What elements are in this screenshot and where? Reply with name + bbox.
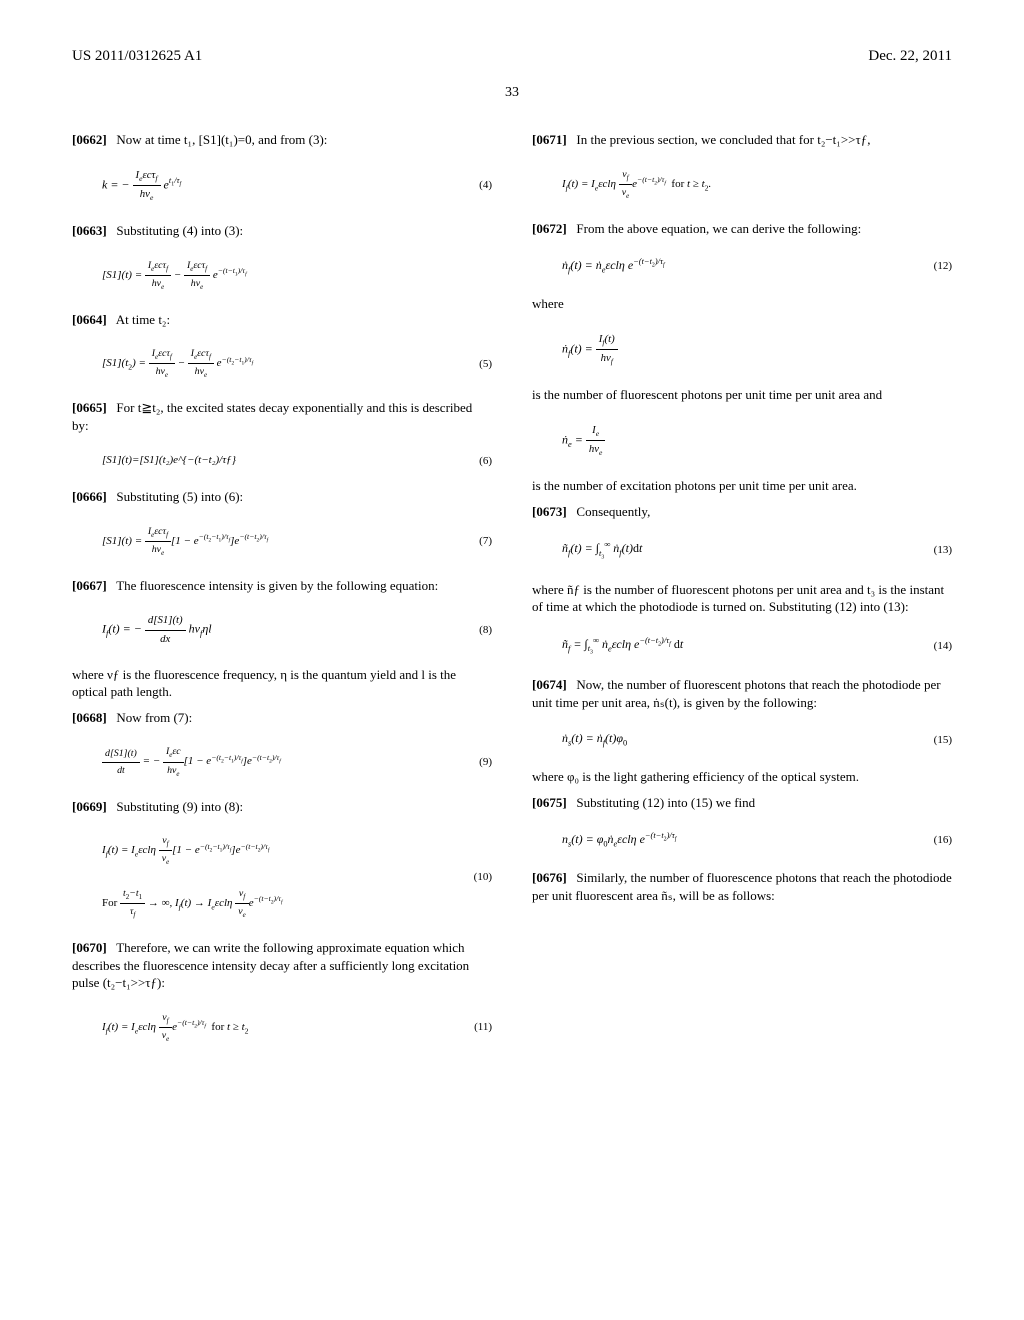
equation-16: ns(t) = φ0ṅeεclη e−(t−t2)/τf (16) — [562, 829, 952, 851]
equation-10: If(t) = Ieεclη νfνe[1 − e−(t2−t1)/τf]e−(… — [102, 833, 492, 921]
equation-after-4: [S1](t) = Ieεcτfhνe − Ieεcτfhνe e−(t−t1)… — [102, 258, 492, 293]
equation-7: [S1](t) = Ieεcτfhνe[1 − e−(t2−t1)/τf]e−(… — [102, 524, 492, 559]
para-0672: [0672] From the above equation, we can d… — [532, 220, 952, 238]
para-0663: [0663] Substituting (4) into (3): — [72, 222, 492, 240]
equation-0671: If(t) = Ieεclη νfνee−(t−t2)/τf for t ≥ t… — [562, 167, 952, 202]
equation-nf: ṅf(t) = If(t)hνf — [562, 331, 952, 369]
txt-ne: is the number of excitation photons per … — [532, 477, 952, 495]
para-0671: [0671] In the previous section, we concl… — [532, 131, 952, 149]
where-text: where — [532, 295, 952, 313]
para-0665: [0665] For t≧t₂, the excited states deca… — [72, 399, 492, 434]
para-0662: [0662] Now at time t₁, [S1](t₁)=0, and f… — [72, 131, 492, 149]
para-0667: [0667] The fluorescence intensity is giv… — [72, 577, 492, 595]
doc-id: US 2011/0312625 A1 — [72, 48, 202, 65]
txt-13: where ñƒ is the number of fluorescent ph… — [532, 581, 952, 616]
para-0675: [0675] Substituting (12) into (15) we fi… — [532, 794, 952, 812]
para-0670: [0670] Therefore, we can write the follo… — [72, 939, 492, 992]
para-0676: [0676] Similarly, the number of fluoresc… — [532, 869, 952, 904]
equation-12: ṅf(t) = ṅeεclη e−(t−t2)/τf (12) — [562, 255, 952, 277]
equation-ne: ṅe = Iehνe — [562, 422, 952, 460]
para-0667b: where νƒ is the fluorescence frequency, … — [72, 666, 492, 701]
equation-5: [S1](t2) = Ieεcτfhνe − Ieεcτfhνe e−(t2−t… — [102, 346, 492, 381]
txt-15: where φ₀ is the light gathering efficien… — [532, 768, 952, 786]
content-columns: [0662] Now at time t₁, [S1](t₁)=0, and f… — [72, 131, 952, 1063]
para-0674: [0674] Now, the number of fluorescent ph… — [532, 676, 952, 711]
page-header: US 2011/0312625 A1 Dec. 22, 2011 — [72, 48, 952, 65]
equation-6: [S1](t)=[S1](t₂)e^{−(t−t₂)/τƒ} (6) — [102, 452, 492, 470]
para-0673: [0673] Consequently, — [532, 503, 952, 521]
equation-4: k = − Ieεcτfhνe et1/τf (4) — [102, 167, 492, 205]
para-0669: [0669] Substituting (9) into (8): — [72, 798, 492, 816]
equation-11: If(t) = Ieεclη νfνee−(t−t2)/τf for t ≥ t… — [102, 1010, 492, 1045]
para-0668: [0668] Now from (7): — [72, 709, 492, 727]
para-0664: [0664] At time t₂: — [72, 311, 492, 329]
equation-15: ṅs(t) = ṅf(t)φ0 (15) — [562, 729, 952, 750]
left-column: [0662] Now at time t₁, [S1](t₁)=0, and f… — [72, 131, 492, 1063]
equation-8: If(t) = − d[S1](t)dx hνfηl (8) — [102, 612, 492, 648]
para-0666: [0666] Substituting (5) into (6): — [72, 488, 492, 506]
equation-13: ñf(t) = ∫t3∞ ṅf(t)dt (13) — [562, 538, 952, 562]
equation-9: d[S1](t)dt = − Ieεchνe[1 − e−(t2−t1)/τf]… — [102, 744, 492, 779]
doc-date: Dec. 22, 2011 — [868, 48, 952, 65]
equation-14: ñf = ∫t3∞ ṅeεclη e−(t−t2)/τf dt (14) — [562, 634, 952, 658]
right-column: [0671] In the previous section, we concl… — [532, 131, 952, 1063]
txt-nf: is the number of fluorescent photons per… — [532, 386, 952, 404]
page-number: 33 — [72, 85, 952, 101]
